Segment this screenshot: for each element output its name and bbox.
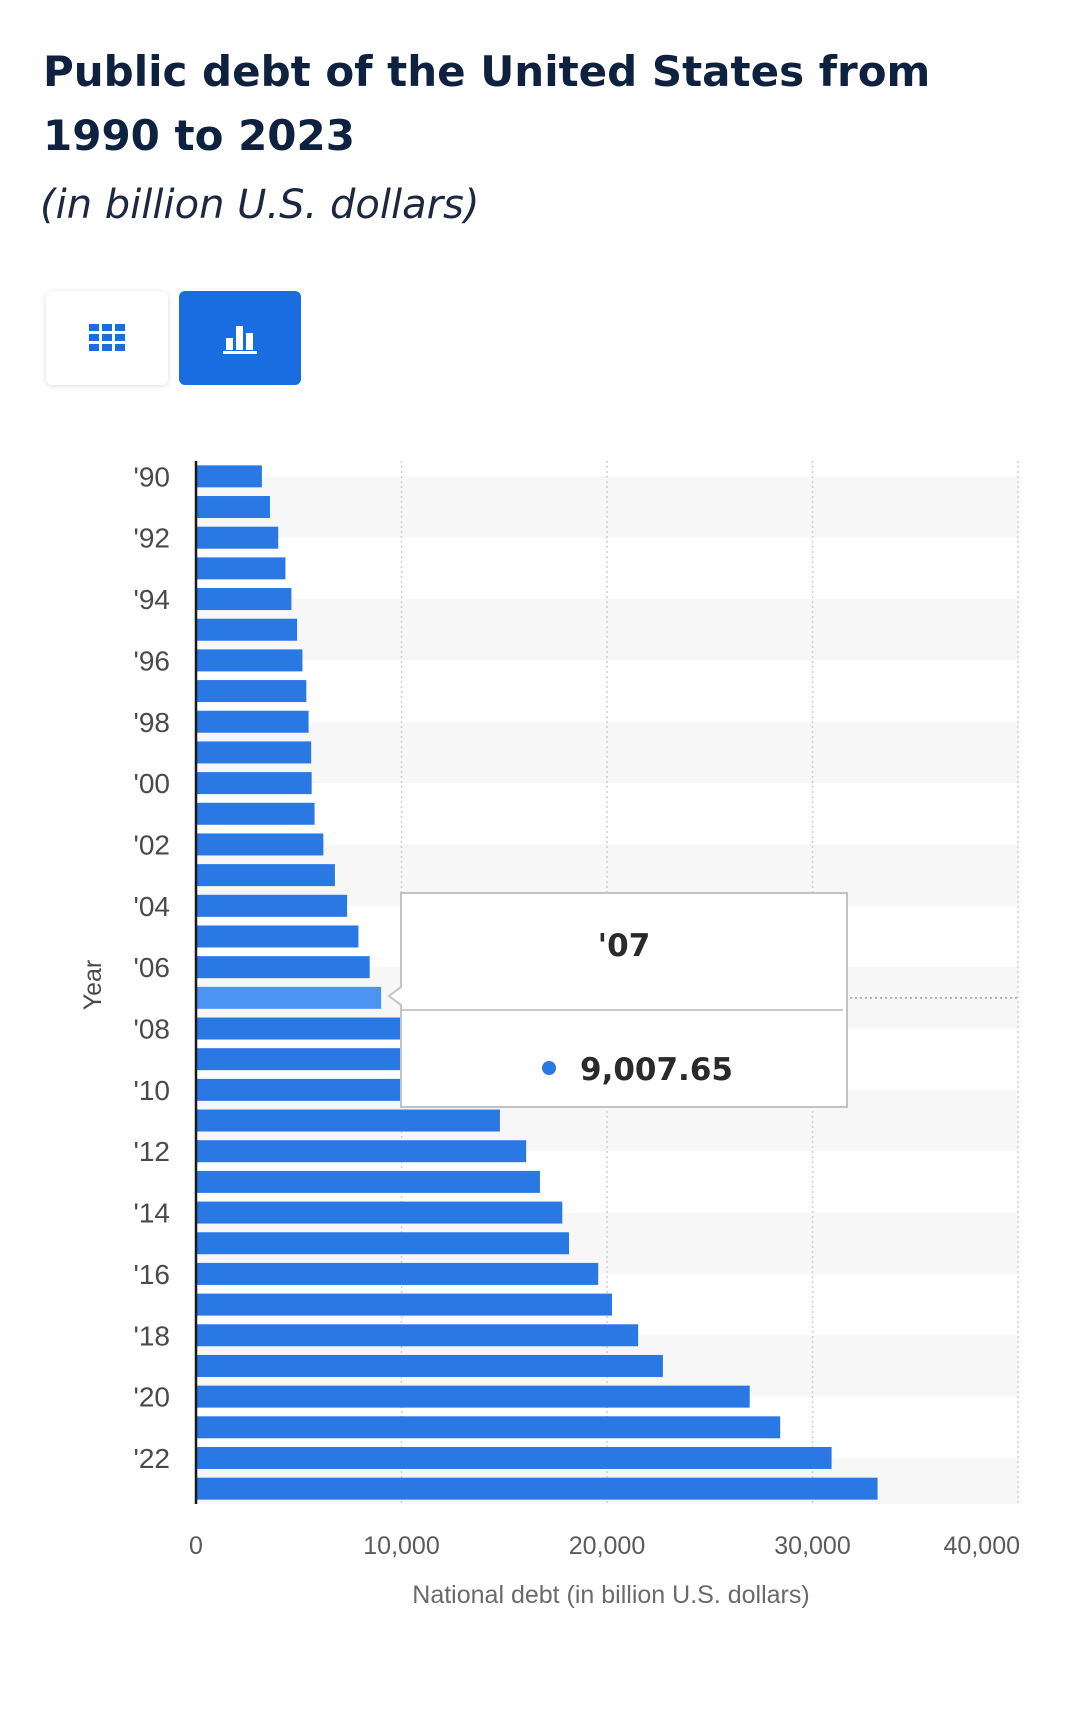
bar-11 xyxy=(196,1109,500,1132)
tooltip-series-dot xyxy=(542,1061,556,1075)
bar-14 xyxy=(196,1201,563,1224)
bar-21 xyxy=(196,1416,781,1439)
bar-02 xyxy=(196,833,324,856)
bar-15 xyxy=(196,1232,570,1255)
tooltip-box xyxy=(387,892,848,1108)
y-tick-label: '90 xyxy=(134,461,171,492)
bar-97 xyxy=(196,680,307,703)
y-tick-label: '06 xyxy=(134,952,171,983)
bar-93 xyxy=(196,557,286,580)
y-tick-label: '96 xyxy=(134,645,171,676)
bar-12 xyxy=(196,1140,527,1163)
bar-09 xyxy=(196,1048,441,1071)
bar-91 xyxy=(196,496,270,519)
bar-13 xyxy=(196,1170,540,1193)
bar-06 xyxy=(196,956,370,979)
bar-18 xyxy=(196,1324,639,1347)
bar-03 xyxy=(196,864,335,887)
tooltip-category: '07 xyxy=(598,928,651,964)
bar-90 xyxy=(196,465,262,488)
bar-04 xyxy=(196,894,348,917)
x-tick-label: 20,000 xyxy=(569,1532,645,1560)
bar-08 xyxy=(196,1017,403,1040)
bar-99 xyxy=(196,741,312,764)
y-tick-label: '16 xyxy=(134,1259,171,1290)
x-tick-label: 0 xyxy=(189,1532,203,1560)
bar-00 xyxy=(196,772,312,795)
grid-table-icon xyxy=(89,324,125,351)
bar-20 xyxy=(196,1385,750,1408)
bar-07 xyxy=(196,986,382,1009)
x-axis-title: National debt (in billion U.S. dollars) xyxy=(412,1581,809,1609)
chart-title: Public debt of the United States from 19… xyxy=(43,47,931,160)
y-tick-label: '98 xyxy=(134,707,171,738)
y-tick-label: '04 xyxy=(134,891,171,922)
bar-92 xyxy=(196,526,279,549)
bar-96 xyxy=(196,649,303,672)
y-tick-label: '10 xyxy=(134,1075,171,1106)
y-tick-label: '22 xyxy=(134,1443,171,1474)
x-tick-label: 40,000 xyxy=(944,1532,1020,1560)
bar-19 xyxy=(196,1354,663,1377)
tooltip-value: 9,007.65 xyxy=(580,1052,733,1088)
bar-05 xyxy=(196,925,359,948)
bar-98 xyxy=(196,710,309,733)
y-tick-label: '94 xyxy=(134,584,171,615)
y-tick-label: '02 xyxy=(134,829,171,860)
y-tick-label: '20 xyxy=(134,1382,171,1413)
bar-23 xyxy=(196,1477,878,1500)
x-tick-label: 30,000 xyxy=(774,1532,850,1560)
background-band xyxy=(196,599,1018,661)
bar-chart-icon xyxy=(223,326,257,354)
bar-17 xyxy=(196,1293,613,1316)
table-view-button[interactable] xyxy=(46,291,168,385)
y-axis-title: Year xyxy=(79,960,107,1011)
y-tick-label: '12 xyxy=(134,1136,171,1167)
y-tick-label: '14 xyxy=(134,1198,171,1229)
bar-95 xyxy=(196,618,298,641)
y-tick-label: '08 xyxy=(134,1014,171,1045)
bar-16 xyxy=(196,1262,599,1285)
bar-01 xyxy=(196,802,315,825)
chart-subtitle: (in billion U.S. dollars) xyxy=(40,182,480,228)
x-tick-label: 10,000 xyxy=(363,1532,439,1560)
bar-22 xyxy=(196,1446,832,1469)
y-tick-label: '18 xyxy=(134,1320,171,1351)
y-tick-label: '92 xyxy=(134,523,171,554)
chart-view-button[interactable] xyxy=(179,291,301,385)
y-tick-label: '00 xyxy=(134,768,171,799)
bar-94 xyxy=(196,588,292,611)
